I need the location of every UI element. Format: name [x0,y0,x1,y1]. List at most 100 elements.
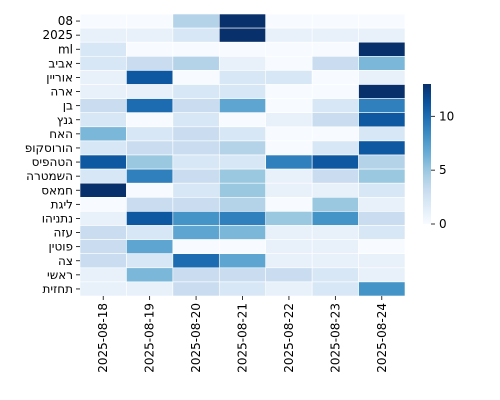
heatmap-cell [218,182,267,198]
y-tick-label: הורוסקופ [25,141,73,155]
heatmap-cell [172,70,220,85]
heatmap-cell [126,267,174,283]
y-tick-labels: 082025mlאביבאורייןארהבןגנץהאחהורוסקופהטה… [25,14,80,296]
heatmap-cell [218,112,267,128]
heatmap-cell [172,98,220,113]
heatmap-cell [126,41,174,57]
heatmap-cell [79,182,127,198]
heatmap-cell [265,182,313,198]
x-tick-label: 2025-08-24 [375,303,389,373]
heatmap-cell [126,225,174,240]
heatmap-cell [126,27,174,43]
y-tick-label: האח [49,127,73,141]
heatmap-cell [79,281,127,297]
heatmap-cell [311,112,359,128]
heatmap-cell [79,154,127,170]
heatmap-cell [126,84,174,99]
heatmap-cell [218,13,267,29]
heatmap-cell [265,112,313,128]
heatmap-cell [358,84,406,99]
x-tick-labels: 2025-08-18 2025-08-19 2025-08-20 2025-08-21… [96,296,389,373]
heatmap-cell [358,197,406,212]
heatmap-cell [311,154,359,170]
heatmap-cell [172,267,220,283]
y-tick-label: אביב [48,56,73,70]
heatmap-cell [126,140,174,156]
heatmap-cell [358,281,406,297]
x-tick-label: 2025-08-21 [236,303,250,373]
heatmap-cell [218,267,267,283]
x-tick-label: 2025-08-18 [96,303,110,373]
heatmap-cell [172,197,220,212]
heatmap-cell [311,281,359,297]
heatmap-cell [265,154,313,170]
heatmap-cell [172,211,220,226]
heatmap-cell [265,126,313,142]
heatmap-cell [79,126,127,142]
y-tick-label: פוטין [49,240,74,254]
heatmap-cell [172,154,220,170]
heatmap-cell [126,197,174,212]
heatmap-cell [311,70,359,85]
y-tick-label: תחזית [43,282,73,296]
heatmap-cell [172,126,220,142]
heatmap-cell [358,140,406,156]
heatmap-cell [311,98,359,113]
heatmap-cell [79,55,127,71]
heatmap-cell [218,211,267,226]
heatmap-cell [311,182,359,198]
heatmap-cell [358,253,406,269]
heatmap-cell [311,140,359,156]
heatmap-cell [126,98,174,113]
heatmap-cell [79,239,127,255]
heatmap-cell [126,239,174,255]
colorbar: 0 5 10 [423,84,454,231]
heatmap-cell [218,154,267,170]
heatmap-cell [265,239,313,255]
heatmap-cell [358,168,406,184]
heatmap-cell [79,168,127,184]
heatmap-cell [126,55,174,71]
heatmap-cell [218,70,267,85]
heatmap-cell [311,41,359,57]
heatmap-cell [218,281,267,297]
heatmap-cell [218,41,267,57]
heatmap-cell [358,239,406,255]
heatmap-cell [265,197,313,212]
heatmap-cell [218,98,267,113]
heatmap-cell [172,168,220,184]
heatmap-cell [126,182,174,198]
heatmap-cell [79,98,127,113]
heatmap-cell [265,225,313,240]
y-tick-label: גנץ [57,113,73,127]
heatmap-cell [79,267,127,283]
heatmap-cell [265,84,313,99]
heatmap-cell [311,253,359,269]
heatmap-cell [358,225,406,240]
heatmap-cell [172,112,220,128]
y-tick-label: ארה [50,85,73,99]
heatmap-cell [172,84,220,99]
heatmap-cell [79,70,127,85]
x-tick-label: 2025-08-19 [143,303,157,373]
heatmap-cell [358,267,406,283]
y-tick-label: 08 [58,14,73,28]
heatmap-cell [311,168,359,184]
heatmap-cell [79,84,127,99]
colorbar-tick-label: 0 [439,217,447,231]
heatmap-cell [265,168,313,184]
y-tick-label: אוריין [46,70,73,84]
x-tick-label: 2025-08-23 [328,303,342,373]
heatmap-cell [311,84,359,99]
heatmap-cell [311,197,359,212]
heatmap-cell [126,168,174,184]
heatmap-cell [79,112,127,128]
heatmap-cell [265,27,313,43]
y-tick-label: 2025 [42,28,73,42]
y-tick-label: הטהפיס [32,155,73,169]
heatmap-cell [172,281,220,297]
y-tick-label: ליגת [51,197,73,211]
heatmap-cell [126,154,174,170]
heatmap-cell [218,84,267,99]
